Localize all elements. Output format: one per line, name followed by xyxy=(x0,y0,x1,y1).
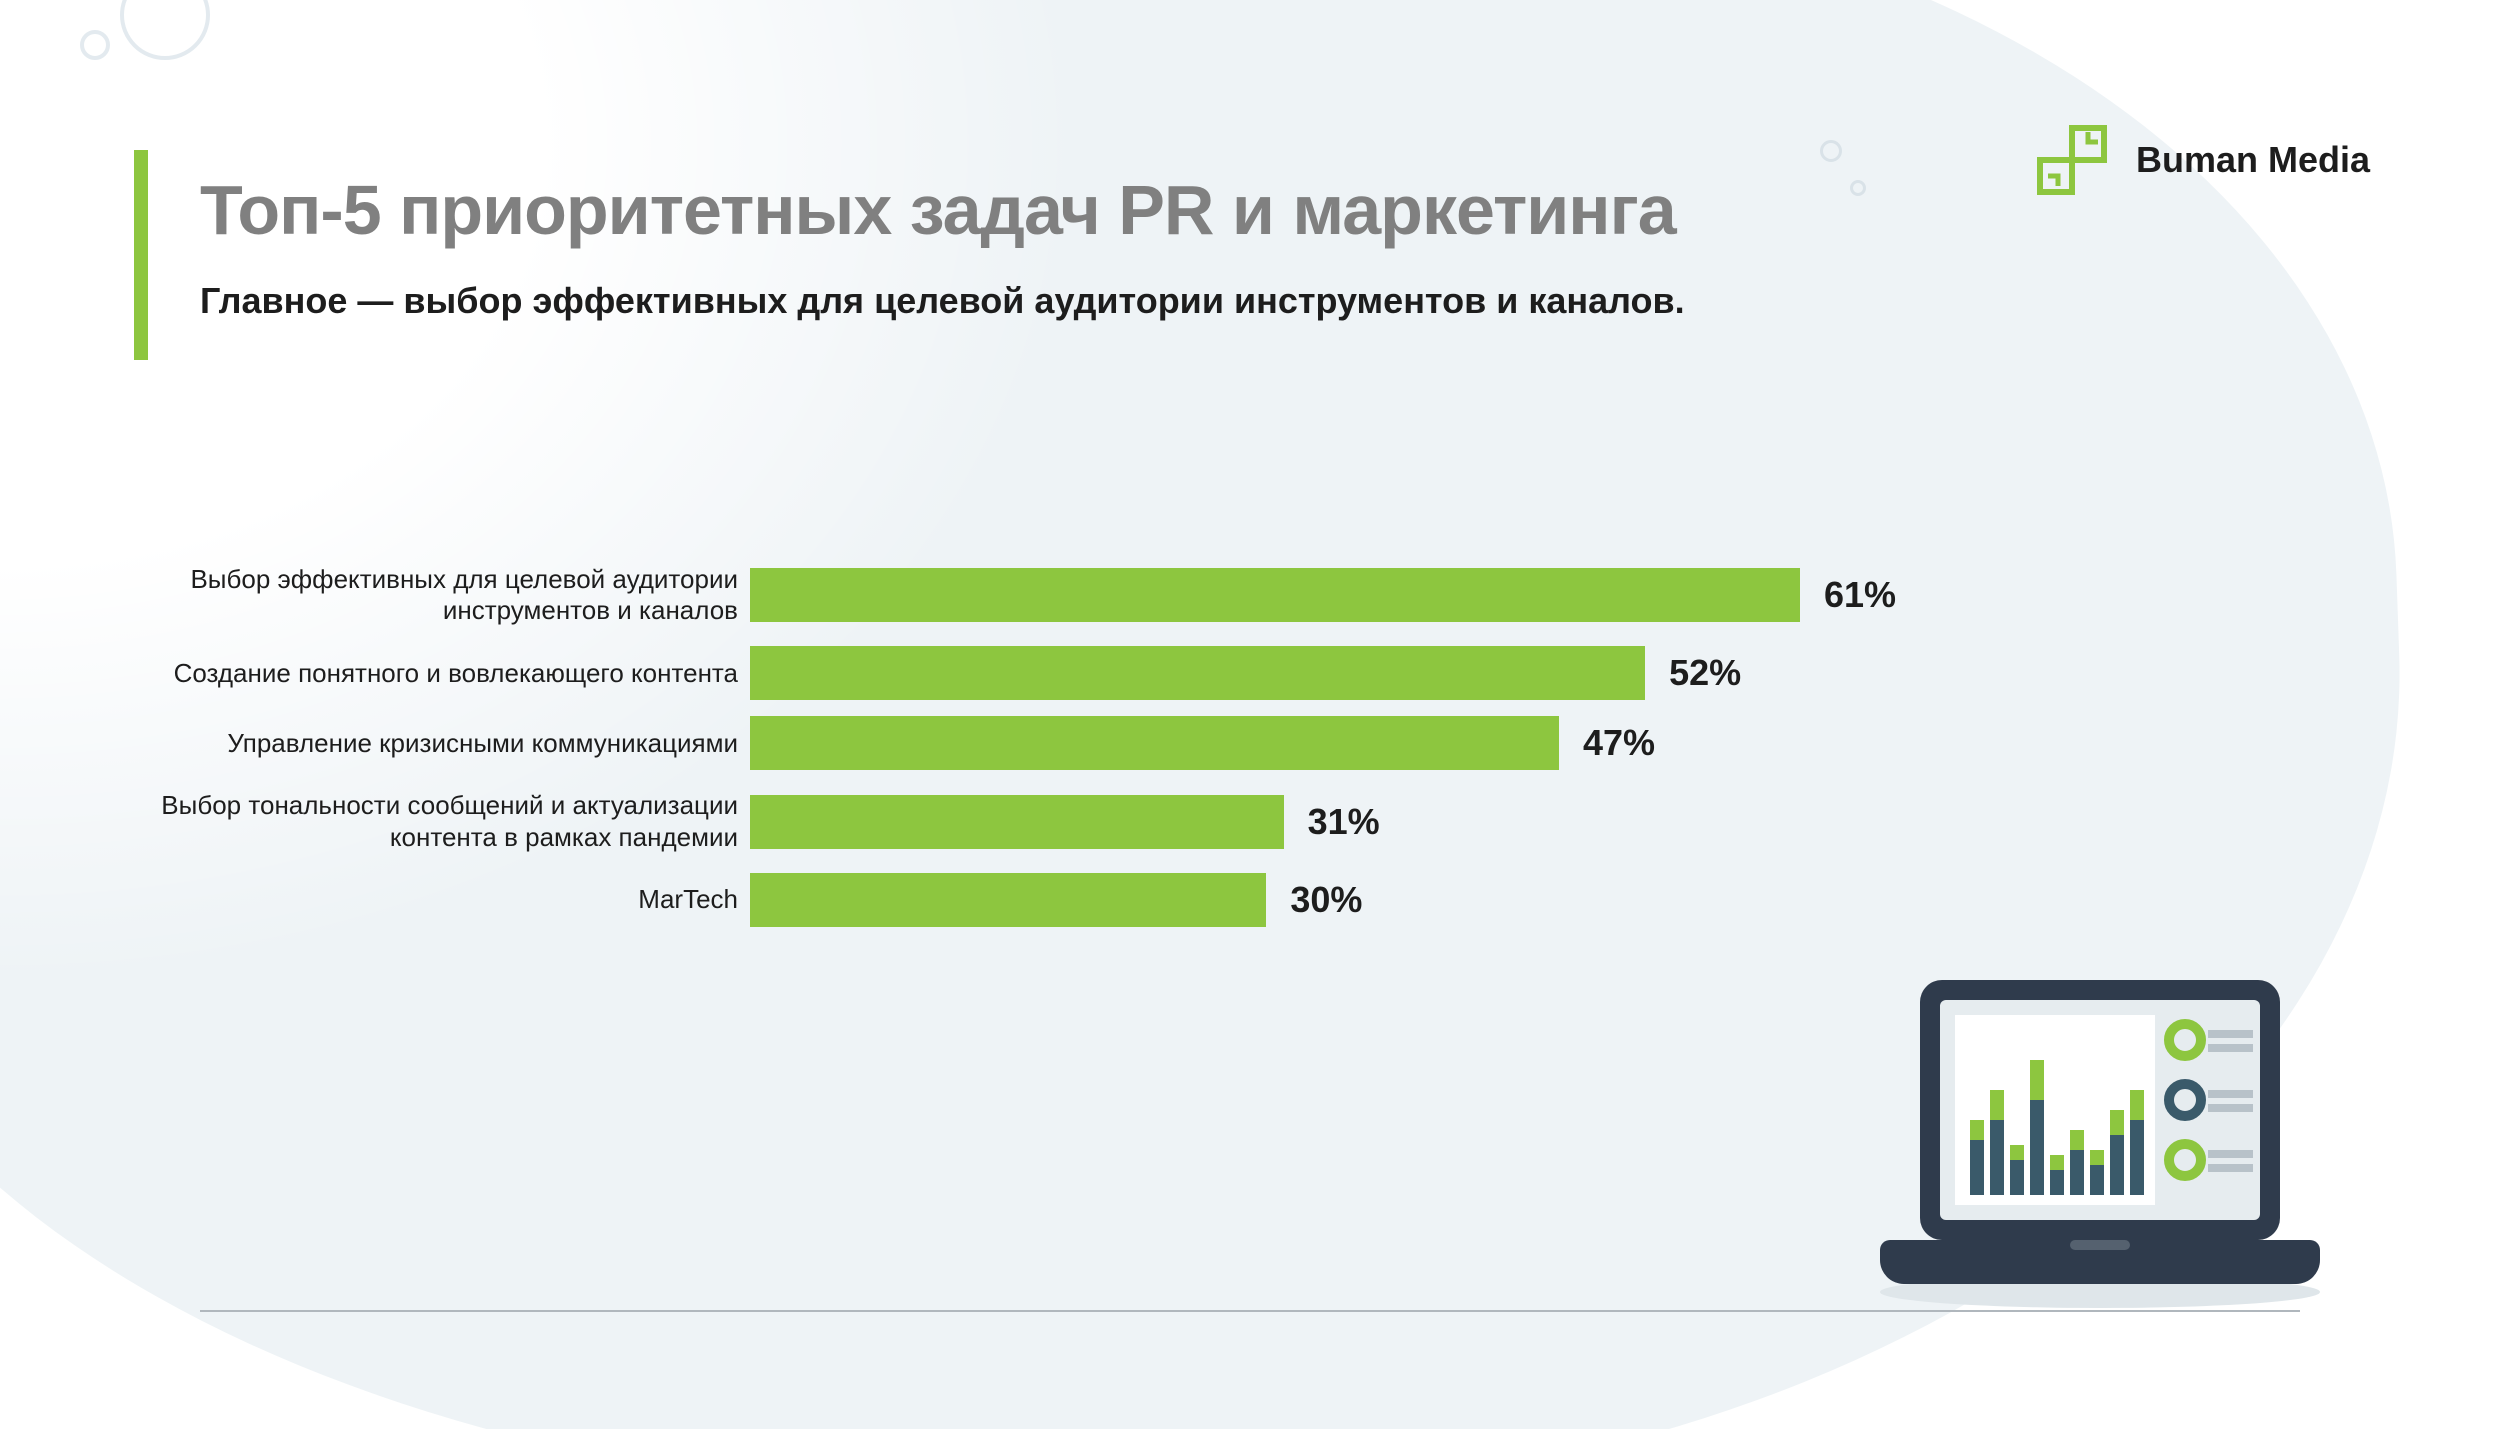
chart-row-label: MarTech xyxy=(160,880,750,919)
chart-bar xyxy=(750,873,1266,927)
chart-row: Создание понятного и вовлекающего контен… xyxy=(160,646,1960,700)
slide: Топ-5 приоритетных задач PR и маркетинга… xyxy=(0,0,2500,1429)
chart-value: 61% xyxy=(1824,574,1896,616)
chart-value: 30% xyxy=(1290,879,1362,921)
chart-value: 52% xyxy=(1669,652,1741,694)
chart-row-label: Создание понятного и вовлекающего контен… xyxy=(160,654,750,693)
title-area: Топ-5 приоритетных задач PR и маркетинга… xyxy=(200,170,1685,322)
brand-name: Buman Media xyxy=(2136,139,2370,181)
chart-bar xyxy=(750,716,1559,770)
chart-bar xyxy=(750,795,1284,849)
chart-row: Выбор эффективных для целевой аудитории … xyxy=(160,560,1960,630)
chart-bar xyxy=(750,568,1800,622)
chart-row-label: Управление кризисными коммуникациями xyxy=(160,724,750,763)
chart-value: 31% xyxy=(1308,801,1380,843)
chart-value: 47% xyxy=(1583,722,1655,764)
laptop-illustration-icon xyxy=(1870,970,2330,1315)
chart-row: Управление кризисными коммуникациями 47% xyxy=(160,716,1960,770)
chart-row-label: Выбор тональности сообщений и актуализац… xyxy=(160,786,750,856)
chart-bar xyxy=(750,646,1645,700)
chart-row: Выбор тональности сообщений и актуализац… xyxy=(160,786,1960,856)
page-title: Топ-5 приоритетных задач PR и маркетинга xyxy=(200,170,1685,250)
accent-bar xyxy=(134,150,148,360)
chart-row-label: Выбор эффективных для целевой аудитории … xyxy=(160,560,750,630)
chart-row: MarTech 30% xyxy=(160,873,1960,927)
bar-chart: Выбор эффективных для целевой аудитории … xyxy=(160,560,1960,943)
brand: Buman Media xyxy=(2034,120,2370,200)
page-subtitle: Главное — выбор эффективных для целевой … xyxy=(200,280,1685,322)
brand-logo-icon xyxy=(2034,120,2114,200)
